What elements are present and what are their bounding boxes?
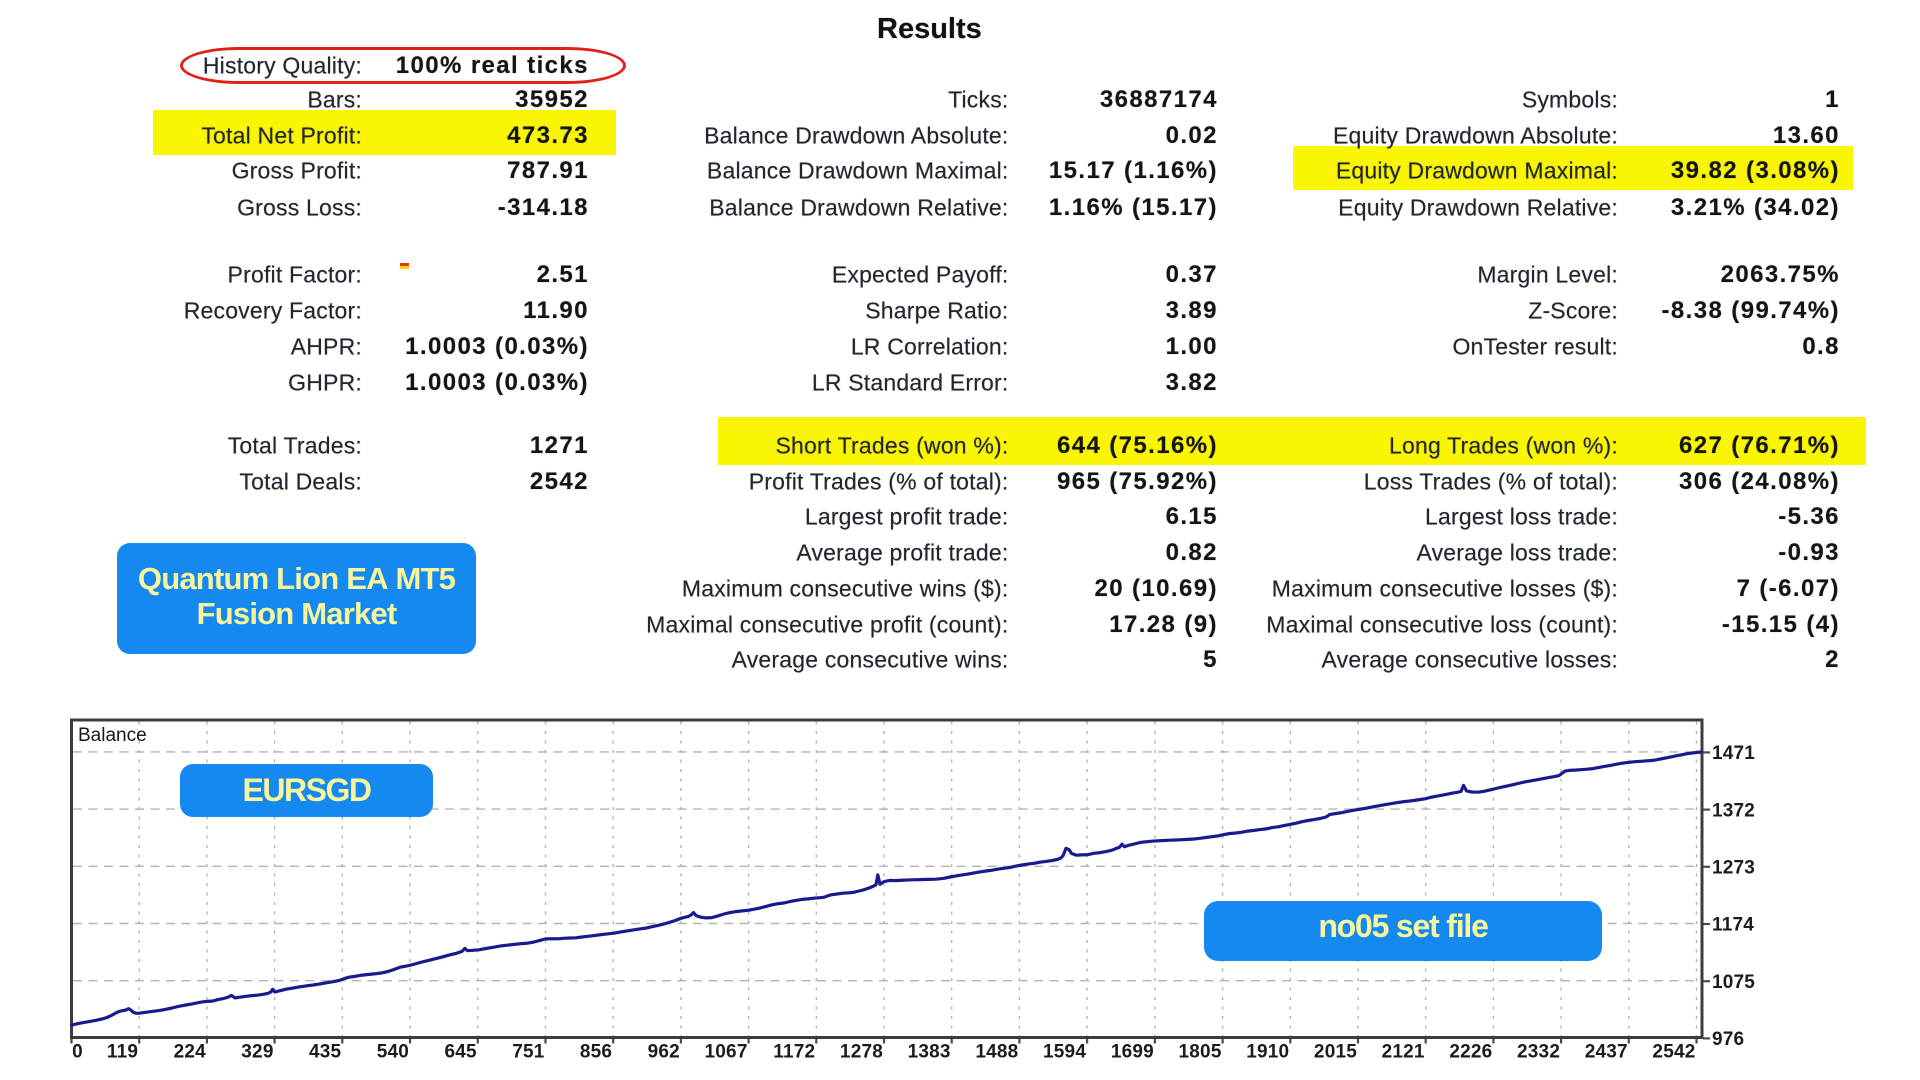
svg-text:329: 329 [241,1042,273,1063]
svg-text:976: 976 [1712,1029,1744,1050]
svg-text:1488: 1488 [975,1042,1018,1063]
svg-text:1805: 1805 [1179,1042,1222,1063]
svg-text:2015: 2015 [1314,1042,1357,1063]
svg-text:856: 856 [580,1042,612,1063]
svg-text:1594: 1594 [1043,1042,1086,1063]
svg-text:1278: 1278 [840,1042,883,1063]
svg-text:1174: 1174 [1712,915,1754,936]
svg-text:1383: 1383 [908,1042,951,1063]
svg-text:1699: 1699 [1111,1042,1154,1063]
svg-text:540: 540 [377,1042,409,1063]
svg-text:962: 962 [648,1042,680,1063]
svg-text:0: 0 [72,1042,83,1063]
svg-text:2226: 2226 [1449,1042,1492,1063]
svg-text:1910: 1910 [1246,1042,1289,1063]
svg-text:2332: 2332 [1517,1042,1560,1063]
svg-text:1075: 1075 [1712,972,1755,993]
svg-text:119: 119 [107,1042,138,1063]
svg-text:2121: 2121 [1382,1042,1425,1063]
svg-text:751: 751 [512,1042,545,1063]
svg-text:2437: 2437 [1585,1042,1628,1063]
svg-text:435: 435 [309,1042,342,1063]
svg-text:1372: 1372 [1712,800,1755,821]
svg-text:1067: 1067 [705,1042,748,1063]
svg-text:224: 224 [174,1042,207,1063]
svg-text:1471: 1471 [1712,743,1755,764]
svg-text:1172: 1172 [773,1042,815,1063]
svg-text:645: 645 [444,1042,477,1063]
svg-text:2542: 2542 [1652,1042,1695,1063]
svg-text:1273: 1273 [1712,858,1755,879]
